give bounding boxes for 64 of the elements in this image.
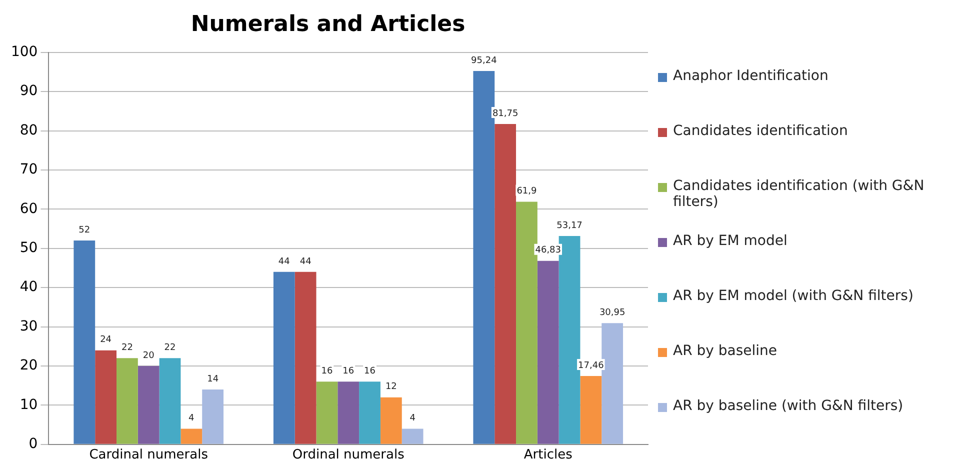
x-tick-label: Ordinal numerals — [292, 448, 405, 463]
data-label: 30,95 — [599, 308, 626, 318]
legend-label: AR by EM model — [673, 233, 788, 249]
data-label: 44 — [278, 256, 290, 267]
data-label: 22 — [164, 343, 176, 354]
bar — [159, 358, 181, 444]
legend-label: AR by baseline (with G&N filters) — [673, 398, 904, 414]
legend-label: AR by EM model (with G&N filters) — [673, 288, 914, 304]
data-label: 4 — [410, 414, 416, 424]
data-label: 16 — [364, 366, 376, 377]
data-label: 52 — [78, 225, 90, 236]
bar — [338, 382, 360, 444]
bar — [473, 71, 495, 444]
data-label: 16 — [321, 366, 333, 377]
bar — [516, 202, 538, 444]
y-tick-label: 30 — [20, 318, 38, 334]
bar — [273, 272, 295, 444]
bar — [316, 382, 338, 444]
legend-label: AR by baseline — [673, 343, 778, 359]
y-tick-label: 0 — [28, 436, 38, 452]
bar — [95, 350, 116, 444]
legend-label: Candidates identification — [673, 123, 848, 139]
x-tick-label: Articles — [524, 448, 573, 463]
y-tick-label: 60 — [20, 200, 38, 217]
data-label: 53,17 — [556, 220, 582, 231]
y-tick-label: 100 — [10, 44, 38, 60]
y-tick-label: 20 — [20, 358, 38, 374]
bar — [138, 366, 160, 444]
bar — [380, 397, 402, 444]
legend-label: Candidates identification (with G&N filters) — [673, 178, 926, 210]
legend-label: Anaphor Identification — [673, 68, 828, 84]
y-tick-label: 90 — [20, 83, 38, 100]
bar — [294, 272, 316, 444]
data-label: 20 — [142, 350, 155, 361]
bar — [580, 376, 602, 444]
y-tick-label: 70 — [20, 162, 38, 178]
data-label: 81,75 — [492, 108, 518, 119]
bar — [180, 428, 202, 444]
y-tick-label: 40 — [20, 279, 38, 296]
data-label: 17,46 — [578, 360, 604, 371]
data-label: 16 — [342, 366, 354, 377]
data-label: 46,83 — [535, 246, 562, 256]
bar — [494, 124, 516, 444]
data-label: 95,24 — [471, 56, 498, 66]
data-label: 4 — [188, 414, 195, 424]
data-label: 22 — [121, 343, 133, 354]
data-label: 14 — [207, 374, 219, 384]
data-label: 44 — [300, 256, 312, 267]
data-label: 12 — [385, 382, 397, 392]
bar — [558, 236, 580, 444]
bar — [602, 323, 624, 444]
bar — [116, 358, 138, 444]
y-tick-label: 10 — [20, 396, 38, 413]
y-tick-label: 50 — [20, 240, 38, 256]
y-tick-label: 80 — [20, 122, 38, 138]
bar — [359, 382, 380, 444]
data-label: 24 — [100, 335, 112, 346]
bar — [402, 428, 424, 444]
data-label: 61,9 — [516, 186, 538, 197]
bar — [537, 260, 559, 444]
chart-title: Numerals and Articles — [190, 12, 466, 37]
bar — [202, 390, 224, 444]
bar — [74, 240, 96, 444]
x-tick-label: Cardinal numerals — [89, 448, 208, 463]
